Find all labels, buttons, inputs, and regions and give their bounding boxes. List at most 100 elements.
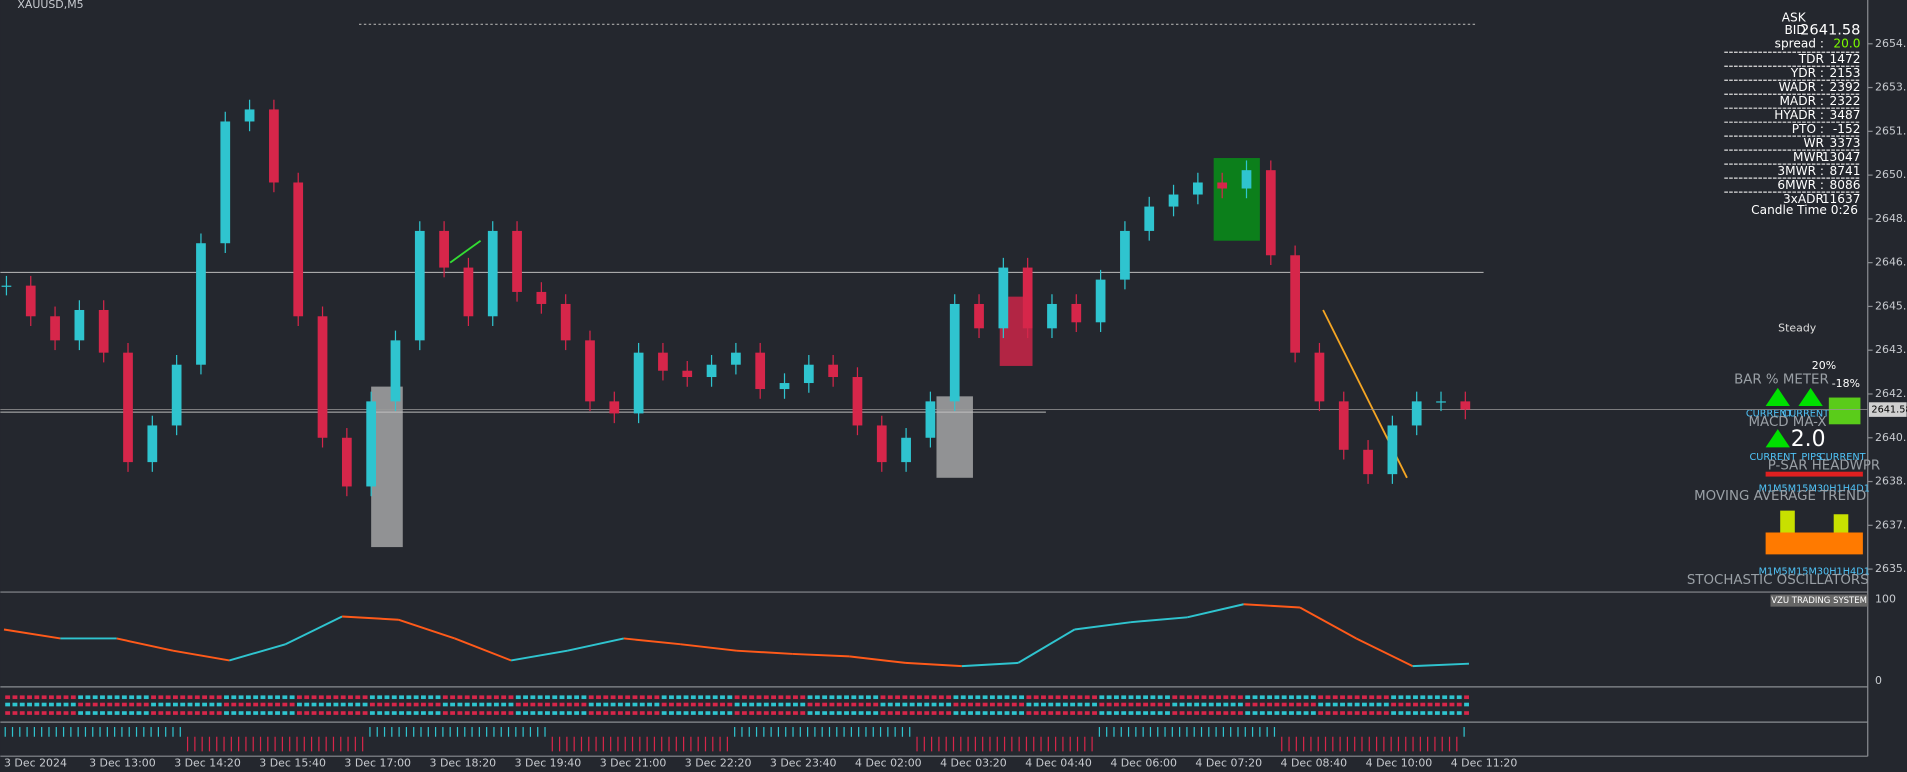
dot xyxy=(734,711,740,715)
dot xyxy=(625,702,631,707)
current: CURRENT xyxy=(1750,452,1797,463)
dot xyxy=(1413,695,1418,700)
dot xyxy=(1427,695,1433,700)
dot xyxy=(19,695,25,700)
dot xyxy=(107,711,113,715)
dot xyxy=(406,695,412,700)
candle xyxy=(1363,449,1373,475)
dot xyxy=(960,695,966,700)
dot xyxy=(275,695,280,700)
stoch: STOCHASTIC OSCILLATORS xyxy=(1687,573,1869,588)
dot xyxy=(596,695,601,700)
candle xyxy=(1436,401,1446,403)
dot xyxy=(501,711,507,715)
dot xyxy=(909,702,915,707)
dot xyxy=(960,711,966,715)
dot xyxy=(1135,711,1141,715)
dot xyxy=(778,702,784,707)
dot xyxy=(1259,702,1265,707)
current-price-box xyxy=(1868,402,1907,417)
dot xyxy=(355,702,361,707)
dot xyxy=(552,711,558,715)
osc-segment xyxy=(961,661,1019,668)
dot xyxy=(1318,695,1324,700)
dot xyxy=(1245,711,1251,715)
dot xyxy=(566,695,572,700)
dot xyxy=(610,711,616,715)
dot xyxy=(530,695,536,700)
time-label: 4 Dec 06:00 xyxy=(1110,756,1177,769)
candle xyxy=(25,285,36,317)
dot xyxy=(12,711,18,715)
dot xyxy=(617,711,623,715)
dot xyxy=(1427,702,1433,707)
dot xyxy=(384,702,390,707)
dot xyxy=(581,695,587,700)
dot xyxy=(997,711,1003,715)
dot xyxy=(1113,695,1119,700)
dot xyxy=(982,711,988,715)
dot xyxy=(858,695,864,700)
dot xyxy=(1026,695,1032,700)
dot xyxy=(1398,702,1404,707)
dot xyxy=(785,702,791,707)
dot xyxy=(931,711,937,715)
candle xyxy=(147,425,158,463)
dot xyxy=(982,695,988,700)
dot xyxy=(450,711,456,715)
dot xyxy=(428,711,434,715)
dot xyxy=(902,702,908,707)
dot xyxy=(472,695,477,700)
candle xyxy=(1411,401,1422,426)
dot xyxy=(727,695,733,700)
osc-tick-label: 100 xyxy=(1875,592,1896,605)
dot xyxy=(355,711,361,715)
dot xyxy=(676,695,682,700)
dot xyxy=(968,695,973,700)
osc-segment xyxy=(1074,621,1132,631)
dot xyxy=(1128,695,1134,700)
stat-value: 1472 xyxy=(1830,52,1861,66)
dot xyxy=(639,702,645,707)
dot xyxy=(989,702,995,707)
dot xyxy=(1011,702,1017,707)
stat-label: 6MWR : xyxy=(1777,178,1824,192)
dot xyxy=(1383,695,1389,700)
dot xyxy=(1369,695,1375,700)
candle xyxy=(949,303,960,402)
dot xyxy=(895,711,901,715)
dot xyxy=(763,711,769,715)
current: CURRENT xyxy=(1819,452,1866,463)
osc-segment xyxy=(905,661,962,668)
dot xyxy=(1347,702,1353,707)
dot xyxy=(581,711,587,715)
dot xyxy=(1464,702,1469,707)
dot xyxy=(442,711,448,715)
candle xyxy=(1193,182,1203,195)
dot xyxy=(282,711,288,715)
candle xyxy=(196,243,206,365)
dot xyxy=(537,711,543,715)
candle xyxy=(439,230,449,268)
dot xyxy=(48,702,54,707)
dot xyxy=(1464,711,1469,715)
dot xyxy=(56,695,62,700)
dot xyxy=(1208,702,1214,707)
dot xyxy=(566,711,572,715)
dot xyxy=(946,695,952,700)
dot xyxy=(603,702,609,707)
up-arrow xyxy=(1765,387,1790,407)
dot xyxy=(421,711,426,715)
dot xyxy=(1449,695,1455,700)
dot xyxy=(1121,711,1127,715)
dot xyxy=(997,695,1003,700)
zone-box xyxy=(371,386,403,548)
dot xyxy=(326,702,332,707)
stat-label: 3MWR : xyxy=(1777,164,1824,178)
dot xyxy=(763,695,769,700)
dot xyxy=(1434,702,1440,707)
dot xyxy=(1019,702,1025,707)
dot xyxy=(260,695,266,700)
candle xyxy=(974,303,984,329)
